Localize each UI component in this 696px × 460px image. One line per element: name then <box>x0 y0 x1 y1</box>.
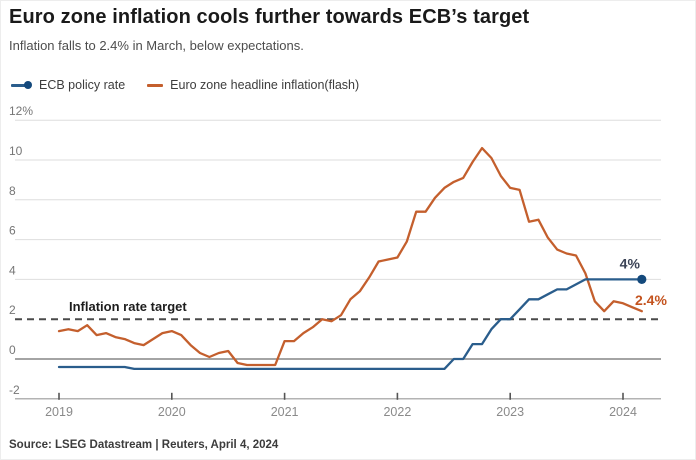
line-chart: 12% 10 8 6 4 2 0 -2 2019 2020 2021 2022 2023 2024 Infl… <box>1 101 695 431</box>
inflation-target-label: Inflation rate target <box>69 299 187 314</box>
chart-canvas: 12% 10 8 6 4 2 0 -2 2019 2020 2021 2022 2023 2024 Infl… <box>9 104 667 419</box>
x-axis-tick-label: 2022 <box>383 405 411 419</box>
x-axis-tick-label: 2019 <box>45 405 73 419</box>
y-axis-tick-label: 4 <box>9 263 16 277</box>
legend-label: ECB policy rate <box>39 78 126 92</box>
line-dot-legend-icon <box>11 81 32 89</box>
y-axis-tick-label: 6 <box>9 224 16 238</box>
y-axis-tick-label: 8 <box>9 184 16 198</box>
source-attribution: Source: LSEG Datastream | Reuters, April… <box>9 439 279 451</box>
policy-rate-line <box>57 278 643 371</box>
chart-legend: ECB policy rate Euro zone headline infla… <box>11 78 359 92</box>
y-axis-tick-label: 0 <box>9 343 16 357</box>
line-legend-icon <box>147 83 164 87</box>
inflation-line <box>57 146 643 367</box>
y-axis-tick-label: 2 <box>9 303 16 317</box>
legend-label: Euro zone headline inflation(flash) <box>170 78 360 92</box>
policy-rate-end-dot <box>637 274 647 284</box>
legend-item-inflation: Euro zone headline inflation(flash) <box>147 78 359 92</box>
x-axis-tick-label: 2021 <box>271 405 299 419</box>
x-axis-tick-label: 2023 <box>496 405 524 419</box>
chart-subtitle: Inflation falls to 2.4% in March, below … <box>9 38 304 53</box>
policy-end-value-label: 4% <box>620 255 641 271</box>
y-axis-tick-label: -2 <box>9 383 20 397</box>
x-axis-tick-label: 2020 <box>158 405 186 419</box>
x-axis-tick-label: 2024 <box>609 405 637 419</box>
page-title: Euro zone inflation cools further toward… <box>9 6 530 28</box>
inflation-end-value-label: 2.4% <box>635 292 667 308</box>
legend-item-policy-rate: ECB policy rate <box>11 78 125 92</box>
y-axis-tick-label: 12% <box>9 104 33 118</box>
y-axis-tick-label: 10 <box>9 144 23 158</box>
